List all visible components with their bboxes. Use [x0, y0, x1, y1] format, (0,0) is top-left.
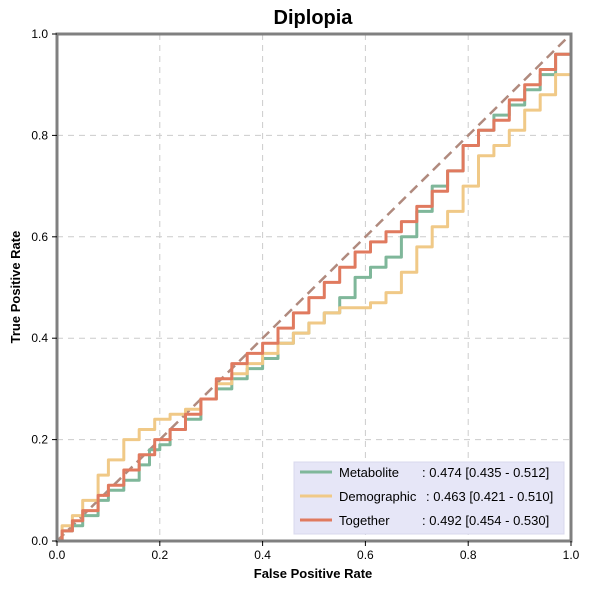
legend-entry-metabolite: Metabolite : 0.474 [0.435 - 0.512] [300, 465, 549, 480]
x-tick-label: 0.8 [460, 548, 477, 562]
y-tick-label: 0.8 [31, 128, 48, 142]
series-line-together [57, 34, 573, 543]
legend-entry-demographic: Demographic : 0.463 [0.421 - 0.510] [300, 489, 553, 504]
legend-label-metabolite: Metabolite [339, 465, 399, 480]
x-tick-label: 1.0 [563, 548, 580, 562]
legend: Metabolite : 0.474 [0.435 - 0.512] Demog… [293, 461, 565, 535]
chart-title: Diplopia [274, 7, 354, 29]
legend-value-together: : 0.492 [0.454 - 0.530] [422, 513, 549, 528]
y-axis-title: True Positive Rate [8, 231, 23, 344]
legend-label-together: Together [339, 513, 390, 528]
x-tick-label: 0.2 [151, 548, 168, 562]
axis-layer: 0.0 0.2 0.4 0.6 0.8 1.0 0.0 0.2 0.4 0.6 0.8 1.0 [31, 27, 579, 562]
x-tick-label: 0.6 [357, 548, 374, 562]
diagonal-layer [56, 33, 572, 542]
series-layer [57, 34, 573, 543]
y-tick-label: 0.0 [31, 534, 48, 548]
y-tick-label: 0.2 [31, 433, 48, 447]
x-axis-title: False Positive Rate [254, 566, 373, 581]
plot-frame [55, 32, 573, 543]
y-tick-label: 1.0 [31, 27, 48, 41]
legend-box [293, 461, 565, 535]
chance-diagonal-line [56, 33, 572, 542]
y-tick-label: 0.6 [31, 230, 48, 244]
legend-entry-together: Together : 0.492 [0.454 - 0.530] [300, 513, 549, 528]
legend-value-metabolite: : 0.474 [0.435 - 0.512] [422, 465, 549, 480]
legend-value-demographic: : 0.463 [0.421 - 0.510] [426, 489, 553, 504]
series-line-demographic [57, 44, 573, 543]
x-tick-label: 0.0 [49, 548, 66, 562]
x-tick-label: 0.4 [254, 548, 271, 562]
y-tick-label: 0.4 [31, 331, 48, 345]
legend-label-demographic: Demographic [339, 489, 417, 504]
